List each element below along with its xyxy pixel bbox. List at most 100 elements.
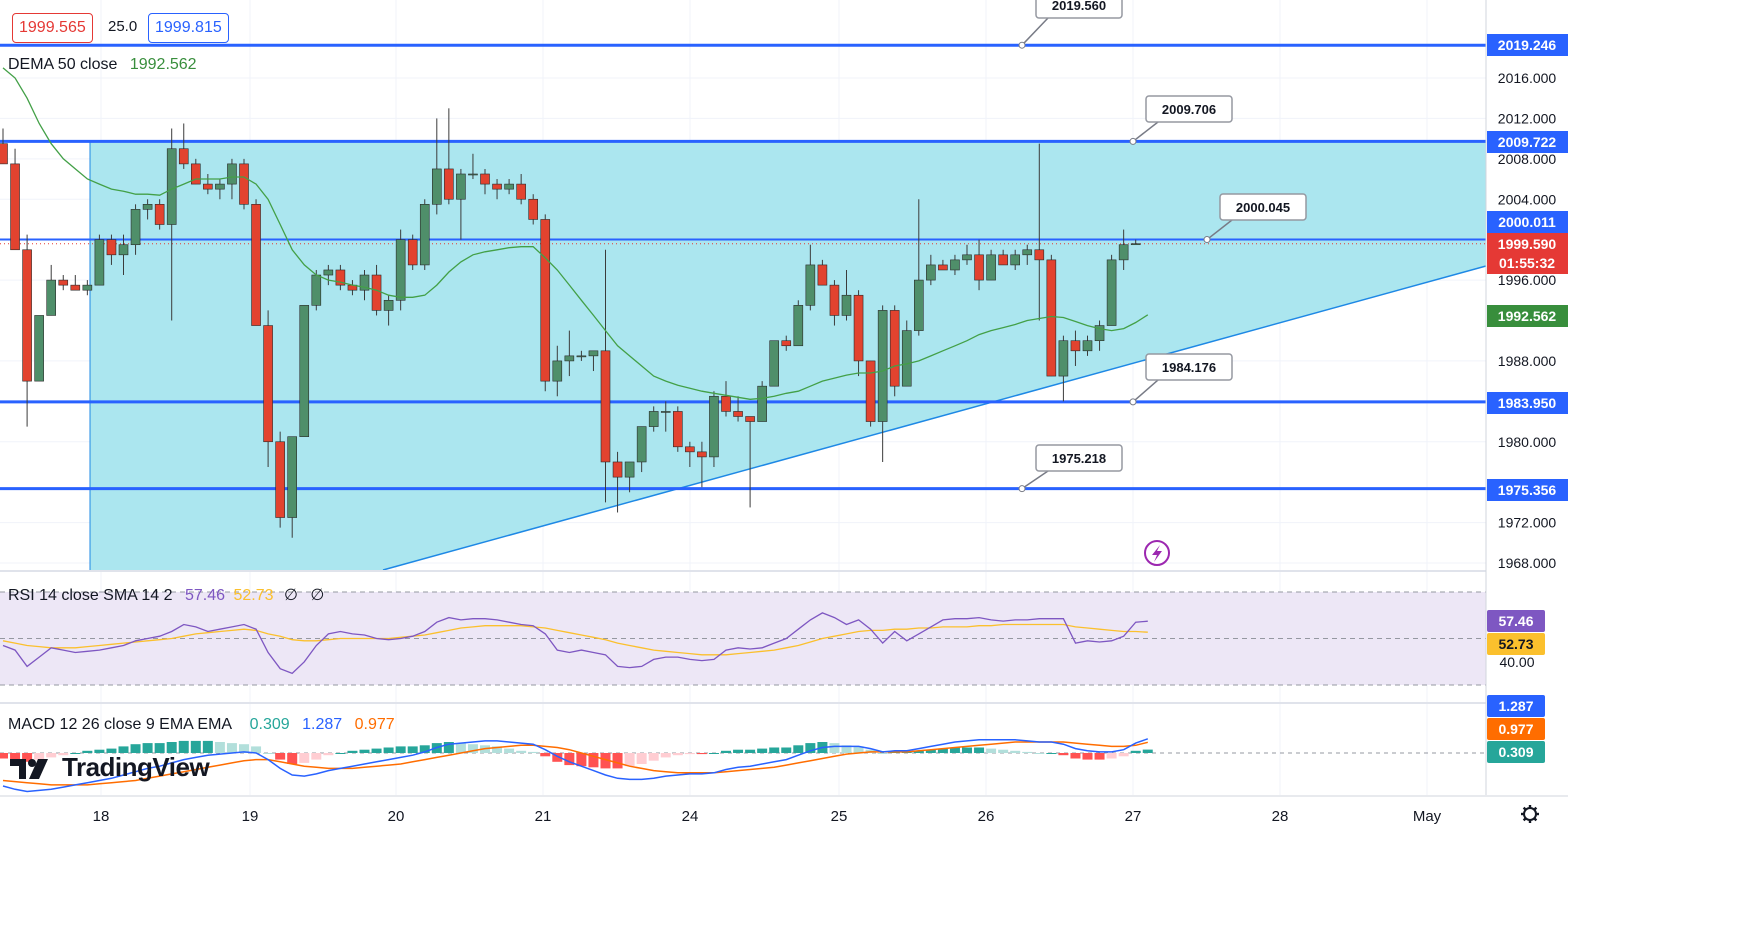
- rsi-legend[interactable]: RSI 14 close SMA 14 2 57.46 52.73 ∅ ∅: [8, 585, 324, 605]
- price-tick-label: 2012.000: [1498, 110, 1557, 126]
- macd-histogram-bar: [10, 753, 21, 761]
- macd-histogram-bar: [275, 753, 286, 760]
- candle-body: [444, 168, 454, 200]
- macd-histogram-bar: [708, 753, 719, 754]
- macd-hist-legend-value: 0.309: [249, 716, 290, 733]
- callout-label: 1975.218: [1052, 451, 1106, 466]
- macd-signal-line: [2, 741, 1148, 786]
- macd-histogram-bar: [684, 753, 695, 755]
- callout-pointer: [1021, 17, 1049, 46]
- price-axis-label-text: 1975.356: [1498, 482, 1557, 498]
- candle-body: [793, 305, 804, 347]
- macd-histogram-bar: [226, 743, 237, 753]
- candle-body: [829, 284, 840, 316]
- macd-histogram-bar: [925, 749, 936, 753]
- callout-pointer: [1132, 379, 1159, 403]
- lightning-icon: [1144, 540, 1170, 566]
- price-tick-label: 2004.000: [1498, 191, 1557, 207]
- candle-body: [227, 163, 237, 185]
- time-axis-label: 20: [388, 808, 405, 825]
- rsi-legend-extra-2: ∅: [310, 587, 325, 604]
- candle-body: [407, 239, 418, 266]
- macd-histogram-bar: [624, 753, 635, 767]
- candles: [0, 108, 1141, 538]
- price-axis-label-bg: [1487, 305, 1568, 327]
- candle-body: [130, 209, 141, 246]
- macd-histogram-bar: [660, 753, 671, 758]
- macd-histogram-bar: [769, 747, 780, 753]
- dema-legend[interactable]: DEMA 50 close 1992.562: [8, 56, 197, 74]
- bid-price-box[interactable]: 1999.565: [12, 13, 93, 43]
- candle-body: [805, 264, 816, 306]
- macd-histogram-bar: [46, 753, 57, 758]
- macd-line-legend-value: 1.287: [302, 716, 343, 733]
- candle-body: [938, 264, 948, 271]
- ask-price: 1999.815: [155, 19, 222, 36]
- candle-body: [22, 249, 32, 382]
- candle-body: [1082, 340, 1093, 352]
- rsi-axis-label-text: 52.73: [1498, 636, 1533, 652]
- time-axis-label: 18: [93, 808, 110, 825]
- macd-histogram-bar: [166, 742, 177, 753]
- price-callout: 2009.706: [1129, 95, 1233, 145]
- candle-body: [154, 204, 165, 225]
- macd-legend[interactable]: MACD 12 26 close 9 EMA EMA 0.309 1.287 0…: [8, 716, 395, 734]
- candle-body: [757, 385, 767, 422]
- price-axis-ticks: 2016.000 2012.000 2008.000 2004.000 1996.000…: [1498, 70, 1557, 571]
- macd-histogram-bar: [937, 748, 948, 753]
- candle-body: [58, 279, 69, 286]
- rsi-axis-label-bg: [1487, 610, 1545, 632]
- macd-histogram-bar: [251, 746, 262, 753]
- price-axis-label-bg: [1487, 252, 1568, 274]
- macd-histogram-bar: [745, 749, 756, 753]
- price-axis-label-text: 2000.011: [1498, 214, 1556, 230]
- macd-histogram-bar: [311, 753, 322, 760]
- macd-axis-label: 1.287: [1487, 695, 1545, 717]
- chart-stage[interactable]: 2019.560 2009.706 2000.045 1984.176 1975.218…: [0, 0, 1568, 830]
- ask-price-box[interactable]: 1999.815: [148, 13, 229, 43]
- candle-body: [1106, 259, 1117, 326]
- macd-histogram-bar: [383, 747, 394, 753]
- tradingview-logo: TradingView: [10, 752, 210, 783]
- macd-histogram-bar: [407, 746, 418, 753]
- candle-body: [468, 173, 478, 176]
- macd-histogram-bar: [962, 747, 972, 753]
- price-tick-label: 1972.000: [1498, 515, 1557, 531]
- macd-histogram-bar: [467, 744, 478, 753]
- macd-histogram-bar: [588, 753, 599, 768]
- price-tick-label: 1996.000: [1498, 272, 1557, 288]
- macd-histogram-bar: [1034, 753, 1045, 754]
- macd-axis-label: 0.977: [1487, 718, 1545, 740]
- candle-body: [82, 284, 93, 291]
- price-axis-label: 2000.011: [1487, 211, 1568, 233]
- macd-histogram-bar: [612, 753, 623, 769]
- macd-histogram-bar: [1142, 749, 1153, 753]
- time-axis-label: 19: [242, 808, 259, 825]
- macd-histogram-bar: [853, 746, 864, 753]
- candle-body: [697, 451, 707, 458]
- macd-histogram-bar: [986, 748, 997, 753]
- macd-histogram-bar: [178, 740, 189, 753]
- price-axis-label-bg: [1487, 392, 1568, 414]
- macd-histogram-bar: [395, 746, 406, 753]
- candle-body: [600, 350, 611, 463]
- macd-axis: 1.287 0.977 0.309: [1487, 695, 1545, 763]
- callout-anchor: [1203, 236, 1211, 244]
- settings-gear-icon[interactable]: [1521, 805, 1539, 823]
- candle-body: [1094, 325, 1105, 342]
- callout-label: 2019.560: [1052, 0, 1106, 13]
- price-axis-label: 1999.590: [1487, 233, 1568, 255]
- candle-body: [1034, 249, 1045, 261]
- candle-body: [323, 269, 334, 276]
- candle-body: [70, 284, 81, 291]
- time-axis-label: 24: [682, 808, 699, 825]
- gear-icon-tooth: [1533, 817, 1538, 822]
- candle-body: [986, 254, 996, 281]
- candle-body: [564, 355, 575, 362]
- candle-body: [166, 148, 177, 225]
- macd-histogram-bar: [949, 747, 960, 753]
- chart-canvas[interactable]: 2019.560 2009.706 2000.045 1984.176 1975.218…: [0, 0, 1568, 830]
- macd-histogram-bar: [757, 748, 768, 753]
- price-callouts: 2019.560 2009.706 2000.045 1984.176 1975.218: [1018, 0, 1307, 493]
- price-callout: 1975.218: [1018, 444, 1123, 493]
